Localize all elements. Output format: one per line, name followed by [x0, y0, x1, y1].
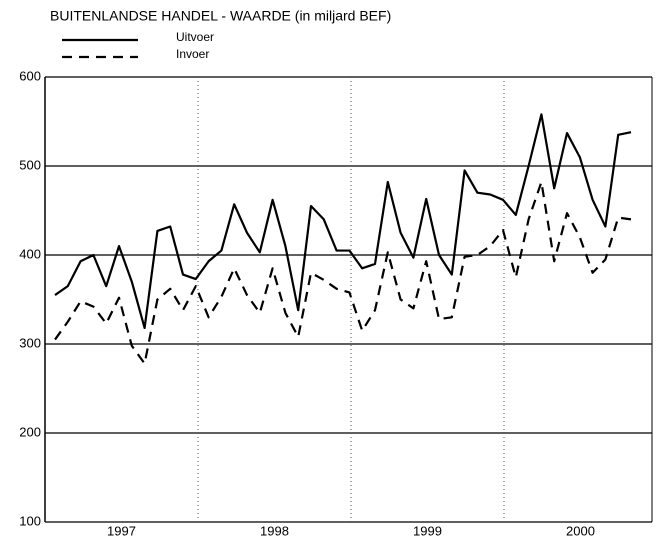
x-tick-label: 1998: [260, 523, 289, 538]
legend-label: Invoer: [176, 47, 209, 61]
y-tick-label: 300: [19, 335, 41, 350]
series-line: [54, 180, 632, 365]
y-tick-label: 200: [19, 424, 41, 439]
y-tick-label: 100: [19, 513, 41, 528]
x-tick-label: 2000: [566, 523, 595, 538]
legend-label: Uitvoer: [176, 30, 214, 44]
series-line: [54, 113, 632, 330]
chart-title: BUITENLANDSE HANDEL - WAARDE (in miljard…: [50, 8, 391, 24]
y-tick-label: 500: [19, 157, 41, 172]
y-tick-label: 400: [19, 246, 41, 261]
y-tick-label: 600: [19, 68, 41, 83]
x-tick-label: 1999: [413, 523, 442, 538]
x-tick-label: 1997: [107, 523, 136, 538]
